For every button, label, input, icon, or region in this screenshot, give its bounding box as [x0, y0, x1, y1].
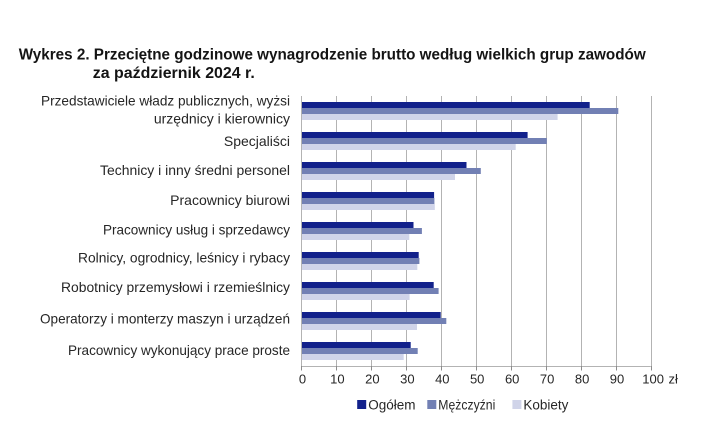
svg-text:Robotnicy przemysłowi i rzemie: Robotnicy przemysłowi i rzemieślnicy	[61, 279, 290, 295]
svg-text:40: 40	[435, 371, 449, 386]
svg-text:Mężczyźni: Mężczyźni	[438, 398, 495, 413]
svg-text:Operatorzy i monterzy maszyn i: Operatorzy i monterzy maszyn i urządzeń	[40, 310, 290, 326]
svg-text:za październik 2024 r.: za październik 2024 r.	[93, 65, 255, 82]
svg-text:Kobiety: Kobiety	[523, 398, 568, 413]
svg-text:10: 10	[330, 371, 344, 386]
svg-text:Ogółem: Ogółem	[368, 398, 415, 413]
svg-text:80: 80	[575, 371, 589, 386]
svg-text:100: 100	[642, 371, 664, 386]
svg-text:90: 90	[610, 371, 624, 386]
svg-text:Pracownicy usług i sprzedawcy: Pracownicy usług i sprzedawcy	[103, 222, 290, 238]
svg-text:70: 70	[540, 371, 554, 386]
svg-text:zł: zł	[669, 371, 679, 386]
svg-text:20: 20	[365, 371, 379, 386]
svg-text:60: 60	[505, 371, 519, 386]
svg-text:urzędnicy i kierownicy: urzędnicy i kierownicy	[154, 110, 290, 126]
svg-text:Przedstawiciele władz publiczn: Przedstawiciele władz publicznych, wyżsi	[41, 92, 290, 108]
svg-text:Wykres 2. Przeciętne godzinowe: Wykres 2. Przeciętne godzinowe wynagrodz…	[19, 46, 646, 63]
svg-text:0: 0	[299, 371, 306, 386]
svg-text:30: 30	[400, 371, 414, 386]
svg-text:Technicy i inny średni persone: Technicy i inny średni personel	[100, 162, 290, 178]
svg-text:Rolnicy, ogrodnicy, leśnicy i: Rolnicy, ogrodnicy, leśnicy i rybacy	[78, 250, 290, 266]
svg-text:Specjaliści: Specjaliści	[224, 133, 290, 149]
svg-text:Pracownicy biurowi: Pracownicy biurowi	[170, 192, 290, 208]
svg-text:50: 50	[470, 371, 484, 386]
svg-text:Pracownicy wykonujący prace pr: Pracownicy wykonujący prace proste	[68, 342, 290, 358]
